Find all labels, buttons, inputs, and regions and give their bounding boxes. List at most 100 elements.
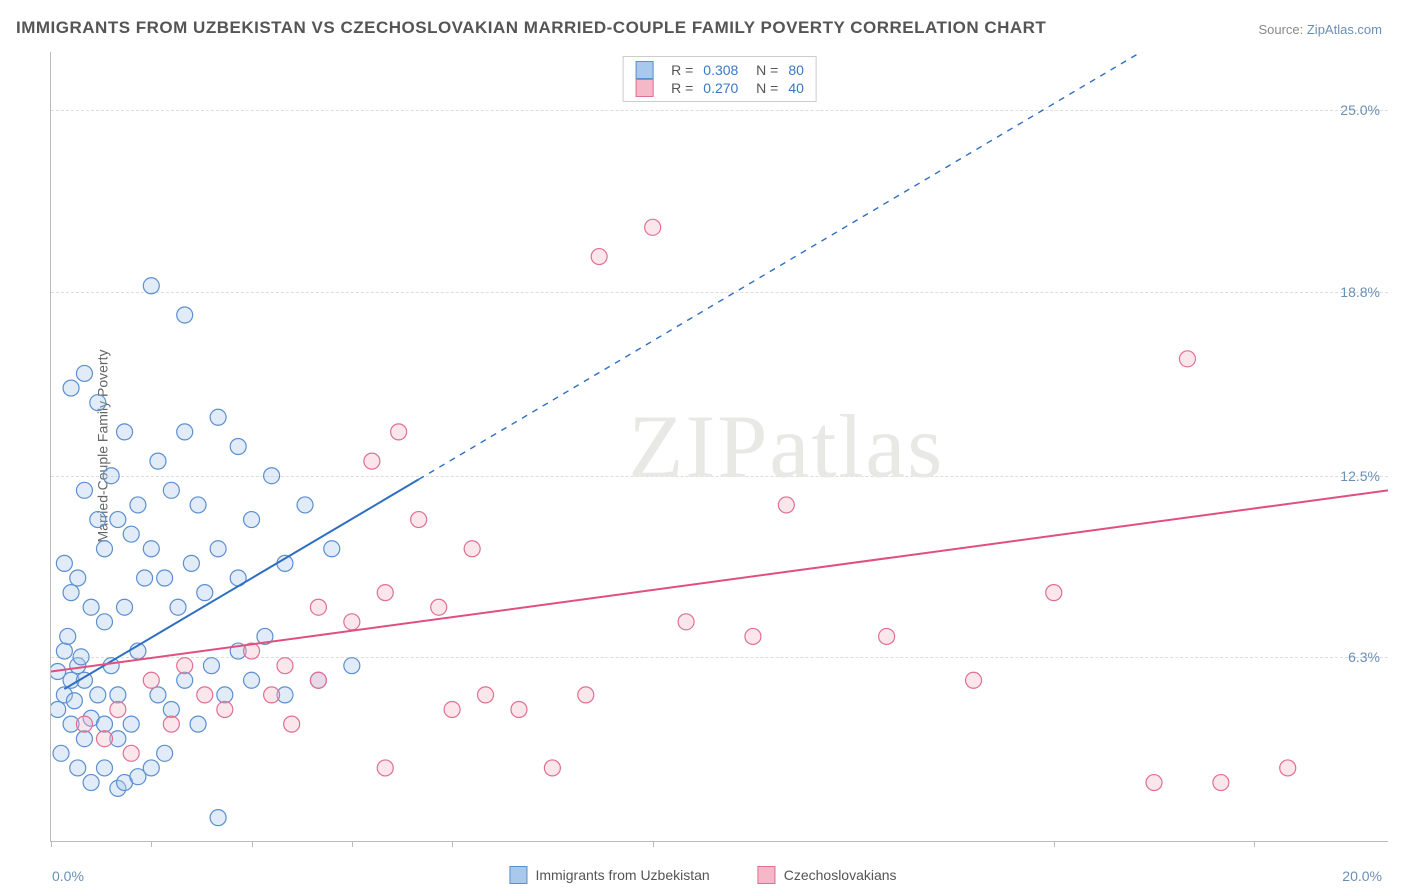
data-point — [879, 628, 895, 644]
source-value: ZipAtlas.com — [1307, 22, 1382, 37]
data-point — [431, 599, 447, 615]
data-point — [63, 380, 79, 396]
x-tick — [1054, 841, 1055, 847]
data-point — [411, 512, 427, 528]
data-point — [96, 541, 112, 557]
data-point — [244, 672, 260, 688]
data-point — [464, 541, 480, 557]
data-point — [90, 512, 106, 528]
data-point — [123, 716, 139, 732]
data-point — [391, 424, 407, 440]
data-point — [70, 570, 86, 586]
data-point — [90, 687, 106, 703]
data-point — [110, 512, 126, 528]
data-point — [297, 497, 313, 513]
data-point — [444, 702, 460, 718]
x-tick — [151, 841, 152, 847]
stats-row-series-2: R = 0.270 N = 40 — [635, 79, 804, 97]
legend-item-2: Czechoslovakians — [758, 866, 897, 884]
data-point — [56, 643, 72, 659]
data-point — [377, 760, 393, 776]
data-point — [117, 599, 133, 615]
data-point — [150, 453, 166, 469]
plot-area: ZIPatlas R = 0.308 N = 80 R = 0.270 N = … — [50, 52, 1388, 842]
data-point — [117, 424, 133, 440]
data-point — [210, 409, 226, 425]
data-point — [1179, 351, 1195, 367]
x-tick — [352, 841, 353, 847]
regression-line-dashed — [419, 52, 1388, 479]
data-point — [177, 658, 193, 674]
plot-svg — [51, 52, 1388, 841]
data-point — [66, 693, 82, 709]
data-point — [578, 687, 594, 703]
r-value-1: 0.308 — [703, 62, 738, 78]
data-point — [96, 716, 112, 732]
data-point — [1280, 760, 1296, 776]
data-point — [364, 453, 380, 469]
x-tick — [1254, 841, 1255, 847]
data-point — [103, 468, 119, 484]
data-point — [130, 497, 146, 513]
data-point — [150, 687, 166, 703]
data-point — [123, 745, 139, 761]
data-point — [203, 658, 219, 674]
data-point — [83, 775, 99, 791]
data-point — [123, 526, 139, 542]
data-point — [745, 628, 761, 644]
data-point — [778, 497, 794, 513]
x-tick — [452, 841, 453, 847]
legend-swatch-1 — [509, 866, 527, 884]
r-value-2: 0.270 — [703, 80, 738, 96]
x-axis-max-label: 20.0% — [1342, 868, 1382, 884]
x-tick — [653, 841, 654, 847]
data-point — [163, 716, 179, 732]
source-attribution: Source: ZipAtlas.com — [1258, 22, 1382, 37]
data-point — [183, 555, 199, 571]
data-point — [966, 672, 982, 688]
stats-row-series-1: R = 0.308 N = 80 — [635, 61, 804, 79]
data-point — [210, 810, 226, 826]
n-value-1: 80 — [788, 62, 804, 78]
legend-swatch-2 — [758, 866, 776, 884]
data-point — [230, 439, 246, 455]
data-point — [76, 731, 92, 747]
data-point — [63, 585, 79, 601]
data-point — [324, 541, 340, 557]
r-label: R = — [671, 62, 693, 78]
data-point — [645, 219, 661, 235]
data-point — [217, 687, 233, 703]
data-point — [244, 512, 260, 528]
data-point — [143, 278, 159, 294]
data-point — [96, 760, 112, 776]
data-point — [157, 570, 173, 586]
data-point — [70, 760, 86, 776]
data-point — [76, 482, 92, 498]
data-point — [190, 497, 206, 513]
bottom-legend: Immigrants from Uzbekistan Czechoslovaki… — [509, 866, 896, 884]
data-point — [197, 687, 213, 703]
data-point — [96, 614, 112, 630]
data-point — [190, 716, 206, 732]
legend-label-1: Immigrants from Uzbekistan — [535, 867, 709, 883]
data-point — [170, 599, 186, 615]
source-label: Source: — [1258, 22, 1306, 37]
swatch-series-2 — [635, 79, 653, 97]
data-point — [177, 672, 193, 688]
data-point — [157, 745, 173, 761]
data-point — [56, 555, 72, 571]
data-point — [1213, 775, 1229, 791]
data-point — [277, 658, 293, 674]
r-label: R = — [671, 80, 693, 96]
x-axis-min-label: 0.0% — [52, 868, 84, 884]
data-point — [210, 541, 226, 557]
data-point — [76, 716, 92, 732]
data-point — [83, 599, 99, 615]
chart-title: IMMIGRANTS FROM UZBEKISTAN VS CZECHOSLOV… — [16, 18, 1046, 38]
n-label: N = — [748, 80, 778, 96]
data-point — [96, 731, 112, 747]
data-point — [51, 702, 66, 718]
swatch-series-1 — [635, 61, 653, 79]
data-point — [264, 687, 280, 703]
data-point — [177, 424, 193, 440]
